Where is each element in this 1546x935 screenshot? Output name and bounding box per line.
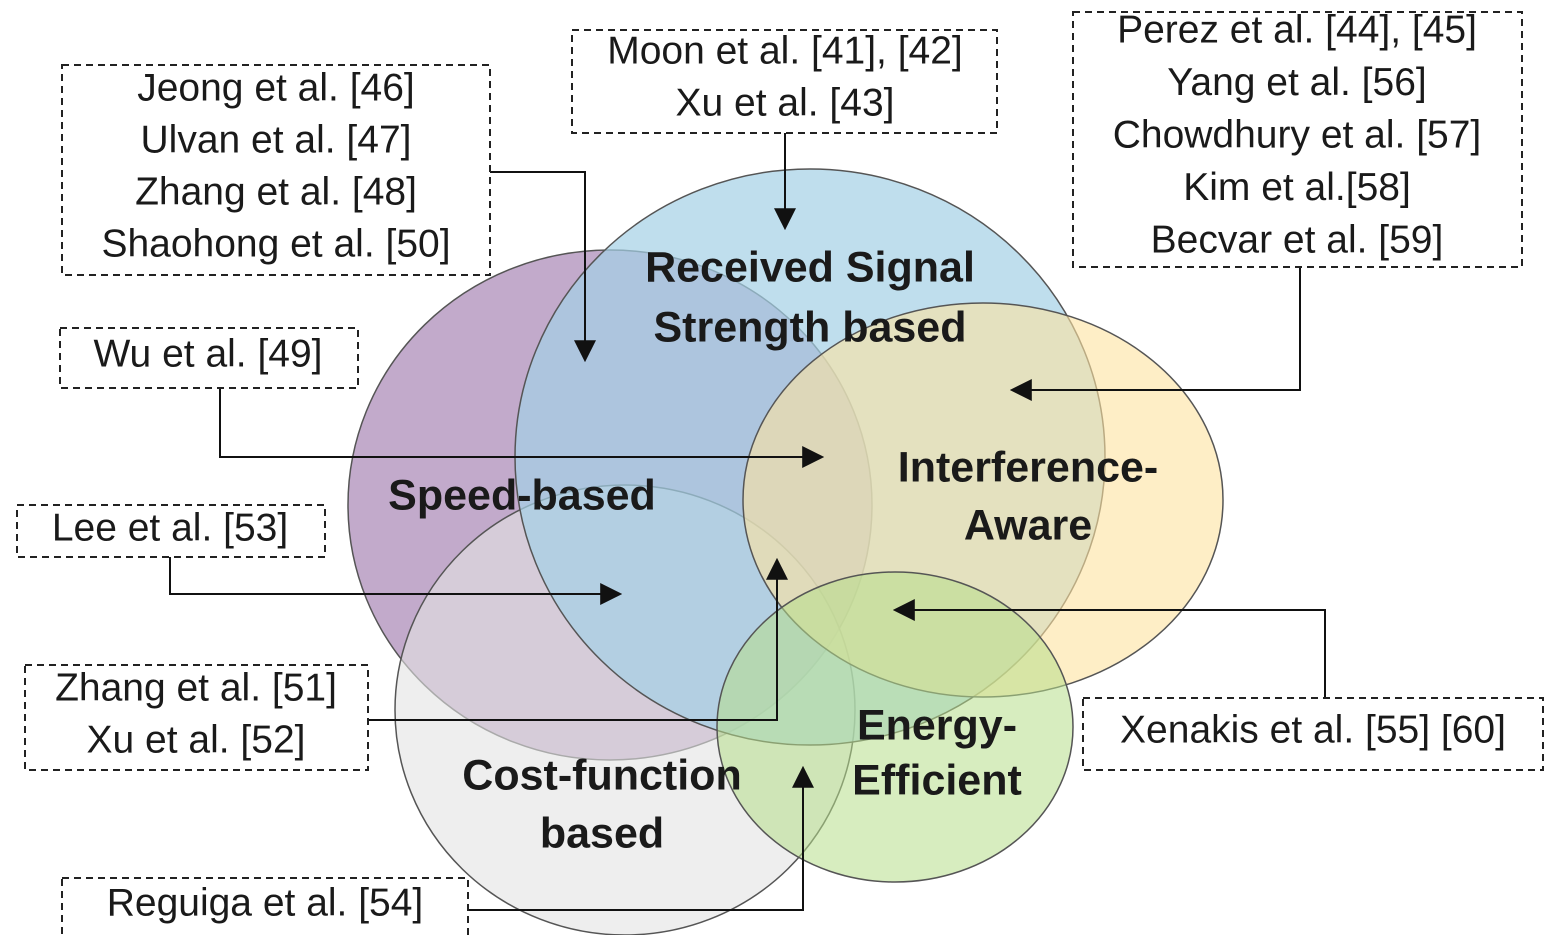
set-label: Cost-function (462, 751, 741, 799)
reference-text: Ulvan et al. [47] (141, 118, 412, 161)
reference-text: Zhang et al. [51] (55, 666, 337, 709)
reference-text: Xu et al. [43] (676, 81, 895, 124)
arrow (368, 557, 788, 721)
set-label: Aware (964, 501, 1092, 549)
set-label: Efficient (852, 756, 1022, 804)
energy-ellipse (716, 571, 1074, 883)
reference-box (61, 64, 491, 276)
reference-text: Zhang et al. [48] (135, 170, 417, 213)
arrow (169, 557, 623, 605)
reference-box (1072, 11, 1523, 268)
set-label: Strength based (654, 303, 967, 351)
reference-text: Reguiga et al. [54] (107, 881, 424, 924)
arrows (169, 133, 1326, 911)
ellipses (347, 168, 1224, 935)
set-label: based (540, 809, 664, 857)
reference-text: Wu et al. [49] (93, 332, 322, 375)
reference-text: Lee et al. [53] (52, 506, 288, 549)
reference-text: Jeong et al. [46] (137, 66, 415, 109)
reference-text: Xenakis et al. [55] [60] (1120, 708, 1506, 751)
reference-text: Perez et al. [44], [45] (1117, 8, 1477, 51)
set-label: Received Signal (645, 243, 975, 291)
set-label: Speed-based (388, 471, 656, 519)
arrow (490, 171, 596, 363)
reference-box (24, 664, 369, 771)
arrow (1009, 267, 1301, 401)
set-label: Energy- (857, 701, 1017, 749)
reference-box (1082, 697, 1544, 771)
reference-text: Becvar et al. [59] (1151, 218, 1444, 261)
reference-text: Kim et al.[58] (1183, 166, 1411, 209)
reference-text: Yang et al. [56] (1167, 61, 1426, 104)
arrow (219, 388, 825, 468)
reference-text: Shaohong et al. [50] (101, 222, 450, 265)
set-label: Interference- (898, 443, 1158, 491)
reference-text: Chowdhury et al. [57] (1113, 113, 1482, 156)
reference-text: Moon et al. [41], [42] (607, 29, 963, 72)
arrow (892, 599, 1326, 698)
arrow (468, 765, 814, 911)
reference-box (59, 327, 359, 389)
reference-text: Xu et al. [52] (87, 718, 306, 761)
reference-box (61, 877, 469, 935)
